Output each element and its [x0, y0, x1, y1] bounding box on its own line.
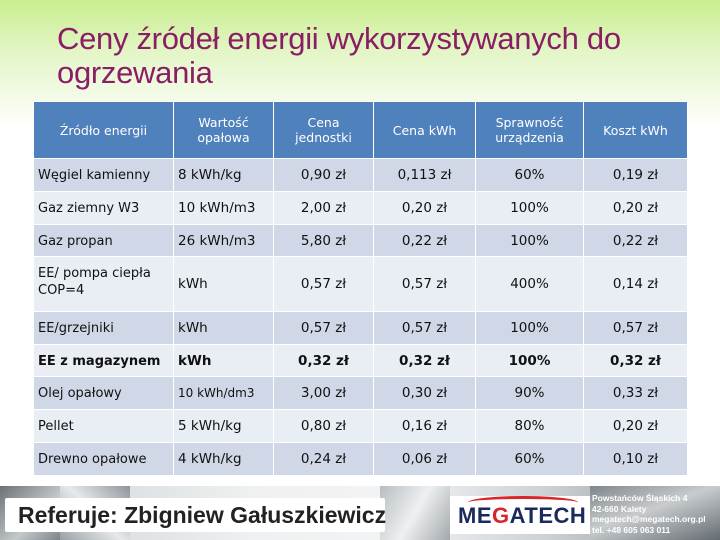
header-source: Źródło energii	[33, 101, 174, 159]
cell-efficiency: 400%	[475, 256, 584, 312]
cell-kwh-cost: 0,20 zł	[583, 190, 688, 225]
slide-title: Ceny źródeł energii wykorzystywanych do …	[57, 21, 621, 90]
cell-efficiency: 100%	[475, 190, 584, 225]
footer-banner: Referuje: Zbigniew Gałuszkiewicz MEGATEC…	[0, 486, 720, 540]
header-kwh-price: Cena kWh	[373, 101, 476, 159]
table-row: Pellet 5 kWh/kg 0,80 zł 0,16 zł 80% 0,20…	[33, 409, 688, 444]
table-row: Gaz propan 26 kWh/m3 5,80 zł 0,22 zł 100…	[33, 223, 688, 258]
table-header-row: Źródło energii Wartość opałowa Cena jedn…	[33, 101, 688, 159]
cell-unit-price: 5,80 zł	[273, 223, 374, 258]
presenter-bar	[5, 498, 385, 532]
cell-efficiency: 100%	[475, 310, 584, 345]
cell-kwh-price: 0,22 zł	[373, 223, 476, 258]
cell-calorific-value: 10 kWh/dm3	[173, 376, 274, 411]
cell-kwh-cost: 0,32 zł	[583, 343, 688, 378]
cell-calorific-value: 4 kWh/kg	[173, 442, 274, 476]
presenter-name: Referuje: Zbigniew Gałuszkiewicz	[18, 502, 387, 528]
cell-kwh-cost: 0,57 zł	[583, 310, 688, 345]
footer-photo	[380, 486, 450, 540]
cell-efficiency: 60%	[475, 158, 584, 192]
table-row: Olej opałowy 10 kWh/dm3 3,00 zł 0,30 zł …	[33, 376, 688, 411]
cell-unit-price: 0,57 zł	[273, 256, 374, 312]
cell-source: Węgiel kamienny	[33, 158, 174, 192]
cell-source: Olej opałowy	[33, 376, 174, 411]
table-row: EE/ pompa ciepła COP=4 kWh 0,57 zł 0,57 …	[33, 256, 688, 312]
table-row: Drewno opałowe 4 kWh/kg 0,24 zł 0,06 zł …	[33, 442, 688, 476]
header-kwh-cost: Koszt kWh	[583, 101, 688, 159]
address-street: Powstańców Śląskich 4	[592, 493, 688, 503]
cell-kwh-cost: 0,19 zł	[583, 158, 688, 192]
cell-calorific-value: kWh	[173, 310, 274, 345]
cell-kwh-cost: 0,22 zł	[583, 223, 688, 258]
cell-unit-price: 0,90 zł	[273, 158, 374, 192]
cell-source: EE z magazynem	[33, 343, 174, 378]
cell-calorific-value: kWh	[173, 256, 274, 312]
cell-kwh-cost: 0,20 zł	[583, 409, 688, 444]
table-row: EE z magazynem kWh 0,32 zł 0,32 zł 100% …	[33, 343, 688, 378]
table-row: Gaz ziemny W3 10 kWh/m3 2,00 zł 0,20 zł …	[33, 190, 688, 225]
logo-swoosh-icon	[468, 496, 578, 509]
cell-kwh-price: 0,113 zł	[373, 158, 476, 192]
cell-kwh-cost: 0,14 zł	[583, 256, 688, 312]
cell-calorific-value: kWh	[173, 343, 274, 378]
cell-efficiency: 80%	[475, 409, 584, 444]
logo-part-atech: ATECH	[509, 503, 587, 528]
cell-calorific-value: 26 kWh/m3	[173, 223, 274, 258]
cell-kwh-price: 0,30 zł	[373, 376, 476, 411]
cell-source: Gaz ziemny W3	[33, 190, 174, 225]
cell-kwh-price: 0,32 zł	[373, 343, 476, 378]
header-calorific-value: Wartość opałowa	[173, 101, 274, 159]
cell-efficiency: 100%	[475, 343, 584, 378]
energy-price-table: Źródło energii Wartość opałowa Cena jedn…	[33, 101, 688, 476]
cell-source: Gaz propan	[33, 223, 174, 258]
cell-unit-price: 0,80 zł	[273, 409, 374, 444]
header-unit-price: Cena jednostki	[273, 101, 374, 159]
cell-calorific-value: 5 kWh/kg	[173, 409, 274, 444]
address-phone: tel. +48 605 063 011	[592, 524, 671, 535]
cell-kwh-cost: 0,10 zł	[583, 442, 688, 476]
cell-calorific-value: 10 kWh/m3	[173, 190, 274, 225]
cell-kwh-price: 0,57 zł	[373, 256, 476, 312]
cell-unit-price: 3,00 zł	[273, 376, 374, 411]
cell-unit-price: 0,24 zł	[273, 442, 374, 476]
cell-source: Drewno opałowe	[33, 442, 174, 476]
cell-source: EE/grzejniki	[33, 310, 174, 345]
cell-kwh-price: 0,20 zł	[373, 190, 476, 225]
address-city: 42-660 Kalety	[592, 503, 647, 514]
cell-kwh-price: 0,16 zł	[373, 409, 476, 444]
header-efficiency: Sprawność urządzenia	[475, 101, 584, 159]
address-email: megatech@megatech.org.pl	[592, 514, 706, 524]
cell-source: EE/ pompa ciepła COP=4	[33, 256, 174, 312]
table-row: EE/grzejniki kWh 0,57 zł 0,57 zł 100% 0,…	[33, 310, 688, 345]
logo-part-me: ME	[458, 503, 492, 528]
cell-kwh-cost: 0,33 zł	[583, 376, 688, 411]
table-row: Węgiel kamienny 8 kWh/kg 0,90 zł 0,113 z…	[33, 158, 688, 192]
cell-efficiency: 90%	[475, 376, 584, 411]
cell-unit-price: 0,57 zł	[273, 310, 374, 345]
cell-calorific-value: 8 kWh/kg	[173, 158, 274, 192]
logo-part-g: G	[492, 503, 510, 528]
cell-unit-price: 2,00 zł	[273, 190, 374, 225]
footer-photo	[590, 486, 720, 540]
cell-kwh-price: 0,06 zł	[373, 442, 476, 476]
cell-unit-price: 0,32 zł	[273, 343, 374, 378]
cell-efficiency: 100%	[475, 223, 584, 258]
megatech-logo-text: MEGATECH	[458, 503, 586, 529]
company-address: Powstańców Śląskich 4 42-660 Kalety mega…	[592, 493, 718, 535]
cell-kwh-price: 0,57 zł	[373, 310, 476, 345]
cell-efficiency: 60%	[475, 442, 584, 476]
cell-source: Pellet	[33, 409, 174, 444]
